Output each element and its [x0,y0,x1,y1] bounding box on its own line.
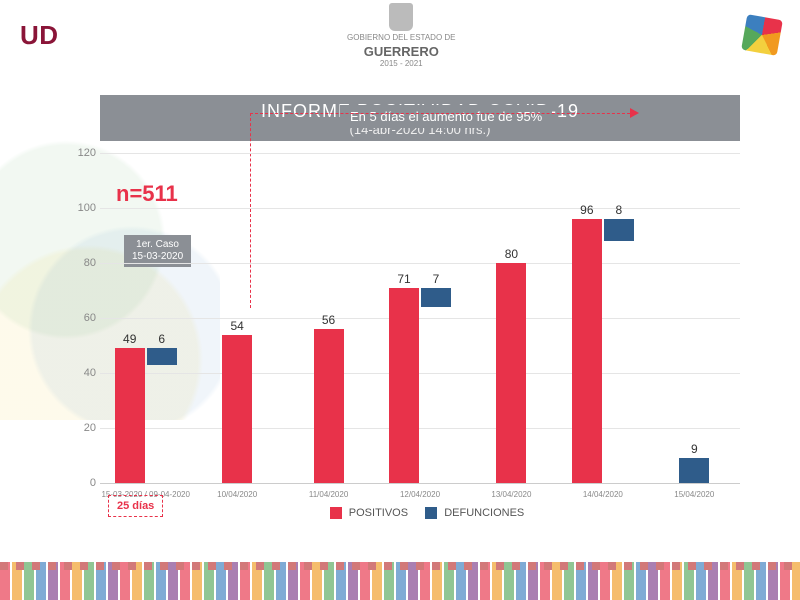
legend-label-defunciones: DEFUNCIONES [444,507,524,519]
y-tick-label: 100 [68,202,96,214]
bar-group: 49615-03-2020 / 09-04-2020 [111,348,181,483]
guerrero-logo: GOBIERNO DEL ESTADO DE GUERRERO 2015 - 2… [347,3,455,68]
bar-group: 5410/04/2020 [202,335,272,484]
gov-small-text: GOBIERNO DEL ESTADO DE [347,33,455,42]
positivity-chart: INFORME POSITIVIDAD COVID-19 (14-abr-202… [60,95,760,525]
dash-line-vertical [250,113,251,308]
bar-value-label: 54 [230,319,243,333]
x-tick-label: 14/04/2020 [583,490,623,499]
x-tick-label: 11/04/2020 [309,490,348,499]
x-tick-label: 13/04/2020 [491,490,531,499]
bar-positivos: 96 [572,219,602,483]
increase-annotation: En 5 días el aumento fue de 95% [340,105,552,128]
chart-legend: POSITIVOS DEFUNCIONES [100,507,740,519]
y-tick-label: 60 [68,312,96,324]
decorative-pattern-band [0,562,800,600]
gov-years: 2015 - 2021 [380,59,423,68]
bar-positivos: 54 [222,335,252,484]
bar-defunciones: 8 [604,219,634,241]
bar-group: 71712/04/2020 [385,288,455,483]
bar-positivos: 49 [115,348,145,483]
legend-swatch-defunciones [425,507,437,519]
arrowhead-icon [630,108,639,118]
days-callout: 25 días [108,495,163,517]
bar-group: 5611/04/2020 [294,329,364,483]
legend-label-positivos: POSITIVOS [349,507,408,519]
salud-logo: UD [20,20,59,51]
x-tick-label: 10/04/2020 [217,490,257,499]
dash-line-horizontal [250,113,630,114]
legend-swatch-positivos [330,507,342,519]
bar-defunciones: 7 [421,288,451,307]
y-tick-label: 80 [68,257,96,269]
state-name: GUERRERO [364,44,439,59]
bar-positivos: 80 [496,263,526,483]
bar-group: 8013/04/2020 [476,263,546,483]
state-emblem-icon [389,3,413,31]
bar-group: 96814/04/2020 [568,219,638,483]
bar-value-label: 71 [397,272,410,286]
y-tick-label: 0 [68,477,96,489]
bar-value-label: 7 [433,272,440,286]
y-tick-label: 120 [68,147,96,159]
y-tick-label: 40 [68,367,96,379]
gridline [100,483,740,484]
bar-positivos: 71 [389,288,419,483]
y-tick-label: 20 [68,422,96,434]
gridline [100,263,740,264]
plot-area: En 5 días el aumento fue de 95% POSITIVO… [100,153,740,483]
gridline [100,153,740,154]
bar-positivos: 56 [314,329,344,483]
color-fan-icon [741,14,783,56]
bar-defunciones: 9 [679,458,709,483]
bar-value-label: 96 [580,203,593,217]
gridline [100,208,740,209]
x-tick-label: 15/04/2020 [674,490,714,499]
bar-value-label: 56 [322,313,335,327]
bar-value-label: 6 [158,332,165,346]
bar-value-label: 9 [691,442,698,456]
bar-value-label: 8 [616,203,623,217]
bar-defunciones: 6 [147,348,177,365]
x-tick-label: 12/04/2020 [400,490,440,499]
bar-value-label: 49 [123,332,136,346]
header: UD GOBIERNO DEL ESTADO DE GUERRERO 2015 … [0,0,800,70]
bar-group: 915/04/2020 [659,458,729,483]
bar-value-label: 80 [505,247,518,261]
